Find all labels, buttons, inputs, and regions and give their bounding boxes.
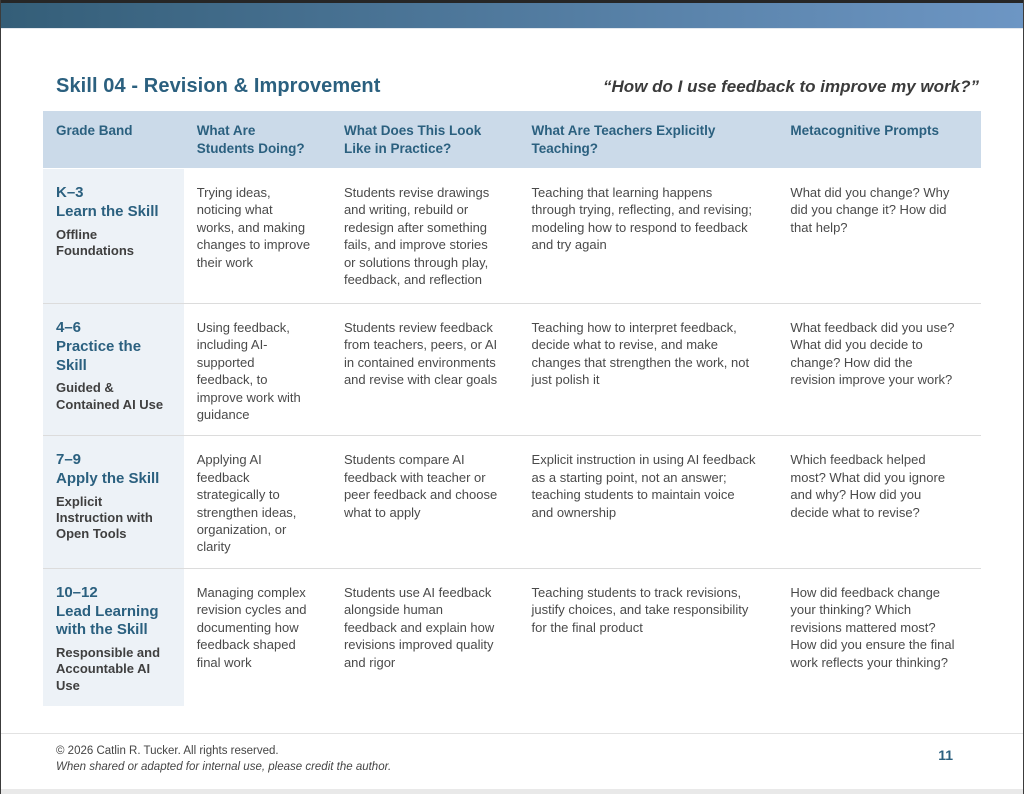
skill-stage: Practice the Skill: [56, 337, 142, 374]
table-header-row: Grade Band What Are Students Doing? What…: [43, 111, 981, 168]
skill-stage: Apply the Skill: [56, 470, 160, 488]
ai-use-mode: Responsible and Accountable AI Use: [56, 645, 161, 693]
prompts-cell: What feedback did you use? What did you …: [790, 320, 955, 388]
grade-range: K–3: [56, 184, 84, 201]
header-quote: “How do I use feedback to improve my wor…: [603, 77, 979, 96]
window-top-edge: [1, 0, 1023, 3]
grade-band-cell: 7–9 Apply the Skill Explicit Instruction…: [43, 436, 184, 568]
students-doing-cell: Using feedback, including AI-supported f…: [196, 320, 301, 423]
grade-band-cell: 10–12 Lead Learning with the Skill Respo…: [43, 568, 184, 706]
skill-matrix-table: Grade Band What Are Students Doing? What…: [43, 111, 981, 706]
table-row: 4–6 Practice the Skill Guided & Containe…: [43, 303, 981, 436]
copyright-text: © 2026 Catlin R. Tucker. All rights rese…: [56, 744, 279, 757]
students-doing-cell: Trying ideas, noticing what works, and m…: [196, 185, 311, 270]
students-doing-cell: Applying AI feedback strategically to st…: [196, 452, 297, 555]
page-number: 11: [938, 746, 953, 763]
table-row: 10–12 Lead Learning with the Skill Respo…: [43, 567, 981, 706]
page-bottom-edge: [1, 789, 1023, 794]
teaching-cell: Teaching how to interpret feedback, deci…: [531, 320, 750, 388]
grade-range: 7–9: [56, 451, 82, 469]
page-title: Skill 04 - Revision & Improvement: [56, 75, 381, 97]
grade-band-cell: 4–6 Practice the Skill Guided & Containe…: [43, 304, 184, 436]
prompts-cell: What did you change? Why did you change …: [790, 185, 950, 235]
skill-stage: Lead Learning with the Skill: [56, 602, 159, 639]
skill-stage: Learn the Skill: [56, 202, 159, 220]
page-content: Skill 04 - Revision & Improvement “How d…: [1, 75, 1023, 706]
column-header-students-doing: What Are Students Doing?: [196, 123, 305, 156]
grade-range: 10–12: [56, 583, 98, 601]
teaching-cell: Teaching students to track revisions, ju…: [531, 584, 749, 635]
column-header-grade-band: Grade Band: [56, 123, 133, 138]
column-header-practice: What Does This Look Like in Practice?: [343, 123, 482, 156]
teaching-cell: Explicit instruction in using AI feedbac…: [531, 452, 756, 520]
practice-cell: Students revise drawings and writing, re…: [343, 185, 490, 288]
ai-use-mode: Offline Foundations: [56, 226, 134, 258]
grade-range: 4–6: [56, 319, 82, 336]
ai-use-mode: Explicit Instruction with Open Tools: [56, 493, 153, 542]
table-row: 7–9 Apply the Skill Explicit Instruction…: [43, 435, 981, 568]
practice-cell: Students compare AI feedback with teache…: [343, 452, 498, 520]
practice-cell: Students review feedback from teachers, …: [343, 320, 498, 388]
page-header: Skill 04 - Revision & Improvement “How d…: [43, 75, 981, 98]
accent-gradient-bar: [1, 3, 1023, 29]
grade-band-cell: K–3 Learn the Skill Offline Foundations: [43, 169, 184, 303]
table-row: K–3 Learn the Skill Offline Foundations …: [43, 168, 981, 303]
prompts-cell: Which feedback helped most? What did you…: [790, 452, 946, 520]
prompts-cell: How did feedback change your thinking? W…: [790, 584, 955, 670]
students-doing-cell: Managing complex revision cycles and doc…: [196, 584, 307, 670]
column-header-metacognitive-prompts: Metacognitive Prompts: [790, 123, 939, 138]
copyright-block: © 2026 Catlin R. Tucker. All rights rese…: [56, 743, 391, 776]
practice-cell: Students use AI feedback alongside human…: [343, 584, 495, 670]
ai-use-mode: Guided & Contained AI Use: [56, 380, 164, 412]
credit-note: When shared or adapted for internal use,…: [56, 761, 392, 774]
column-header-teachers-teaching: What Are Teachers Explicitly Teaching?: [531, 123, 716, 156]
teaching-cell: Teaching that learning happens through t…: [531, 185, 752, 253]
page-footer: © 2026 Catlin R. Tucker. All rights rese…: [1, 732, 1023, 786]
